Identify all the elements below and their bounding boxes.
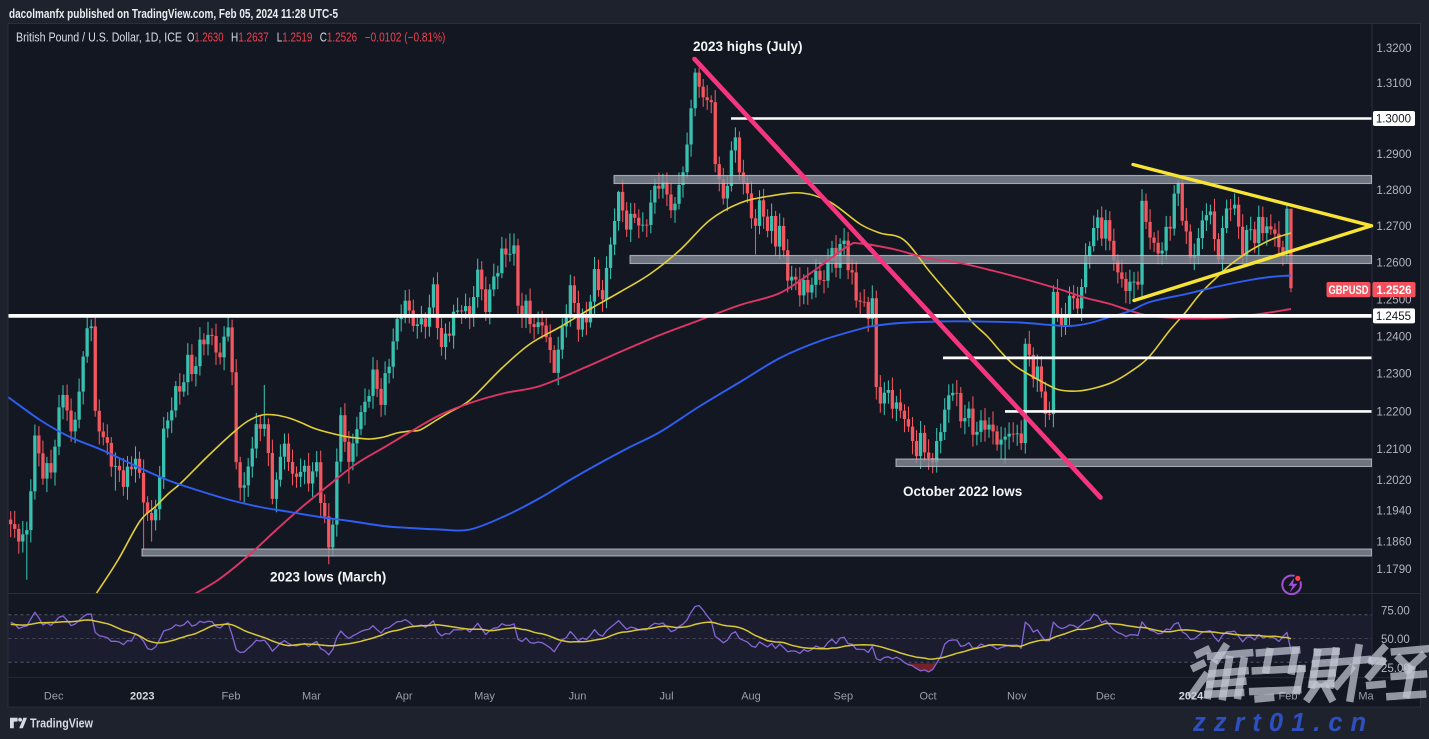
svg-text:Aug: Aug: [741, 691, 761, 703]
svg-text:−0.0102 (−0.81%): −0.0102 (−0.81%): [365, 31, 446, 45]
svg-text:1.3100: 1.3100: [1376, 78, 1411, 90]
svg-text:1.3200: 1.3200: [1376, 43, 1411, 55]
svg-text:Dec: Dec: [1096, 691, 1116, 703]
svg-text:1.2200: 1.2200: [1376, 406, 1411, 418]
svg-text:Ma: Ma: [1358, 691, 1374, 703]
svg-text:Jul: Jul: [659, 691, 673, 703]
svg-text:1.2526: 1.2526: [1376, 285, 1411, 297]
svg-text:1.2455: 1.2455: [1376, 311, 1411, 323]
svg-text:Feb: Feb: [222, 691, 241, 703]
svg-text:1.3000: 1.3000: [1376, 114, 1411, 126]
svg-text:1.2020: 1.2020: [1376, 475, 1411, 487]
svg-text:C1.2526: C1.2526: [320, 31, 357, 45]
svg-text:Sep: Sep: [834, 691, 854, 703]
svg-text:2023: 2023: [130, 691, 154, 703]
svg-text:Nov: Nov: [1007, 691, 1027, 703]
svg-text:dacolmanfx published on Tradin: dacolmanfx published on TradingView.com,…: [9, 7, 338, 21]
svg-text:1.2600: 1.2600: [1376, 258, 1411, 270]
svg-text:2023 highs (July): 2023 highs (July): [693, 39, 803, 54]
svg-text:1.2900: 1.2900: [1376, 149, 1411, 161]
svg-text:1.2800: 1.2800: [1376, 185, 1411, 197]
svg-text:British Pound / U.S. Dollar, 1: British Pound / U.S. Dollar, 1D, ICE: [16, 31, 182, 45]
svg-text:1.2300: 1.2300: [1376, 369, 1411, 381]
svg-text:1.2400: 1.2400: [1376, 331, 1411, 343]
svg-text:GBPUSD: GBPUSD: [1329, 285, 1369, 297]
svg-text:Oct: Oct: [919, 691, 936, 703]
svg-text:75.00: 75.00: [1381, 605, 1410, 617]
svg-text:50.00: 50.00: [1381, 634, 1410, 646]
svg-text:1.1940: 1.1940: [1376, 506, 1411, 518]
svg-text:October 2022 lows: October 2022 lows: [903, 484, 1022, 499]
svg-text:May: May: [474, 691, 495, 703]
svg-text:O1.2630: O1.2630: [187, 31, 224, 45]
svg-text:zzrt01.cn: zzrt01.cn: [1192, 709, 1374, 737]
svg-text:L1.2519: L1.2519: [277, 31, 313, 45]
svg-text:1.1790: 1.1790: [1376, 564, 1411, 576]
svg-text:Mar: Mar: [302, 691, 321, 703]
svg-text:1.2700: 1.2700: [1376, 221, 1411, 233]
svg-text:H1.2637: H1.2637: [231, 31, 269, 45]
svg-text:Apr: Apr: [395, 691, 412, 703]
svg-text:2023 lows (March): 2023 lows (March): [270, 570, 386, 585]
svg-text:TradingView: TradingView: [30, 717, 93, 731]
svg-text:Dec: Dec: [44, 691, 64, 703]
svg-text:1.2100: 1.2100: [1376, 444, 1411, 456]
svg-text:1.2500: 1.2500: [1376, 294, 1411, 306]
svg-text:Jun: Jun: [569, 691, 587, 703]
svg-text:1.1860: 1.1860: [1376, 537, 1411, 549]
